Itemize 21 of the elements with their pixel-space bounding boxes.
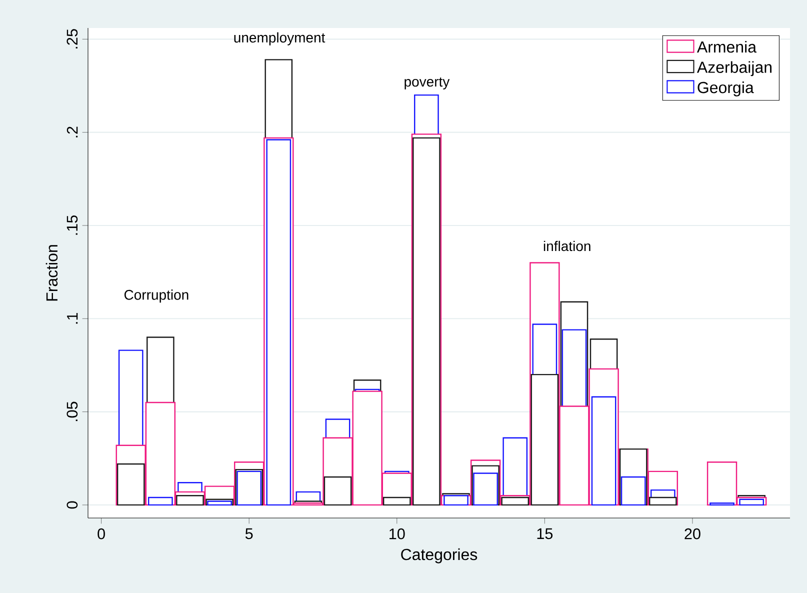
x-tick-label: 15 [537, 528, 553, 540]
y-tick-label: .15 [66, 215, 78, 235]
annotation: Corruption [124, 290, 188, 303]
y-tick-label: .1 [67, 312, 78, 324]
annotation: inflation [544, 240, 590, 252]
y-tick-label: .25 [66, 29, 78, 48]
x-tick-label: 10 [390, 528, 405, 540]
annotation: poverty [404, 77, 450, 90]
y-tick-label: .05 [66, 402, 78, 422]
x-axis-title: Categories [401, 548, 478, 564]
legend-label: Armenia [696, 40, 756, 53]
annotation: unemployment [234, 32, 326, 46]
y-tick-label: .2 [66, 126, 78, 138]
y-tick-label: 0 [66, 501, 78, 509]
y-axis-title: Fraction [46, 245, 58, 301]
legend-label: Georgia [698, 81, 754, 96]
x-tick-label: 20 [684, 528, 700, 540]
legend-label: Azerbaijan [696, 61, 772, 76]
x-tick-label: 5 [245, 528, 253, 540]
x-tick-label: 0 [98, 528, 105, 540]
bar [739, 498, 764, 506]
